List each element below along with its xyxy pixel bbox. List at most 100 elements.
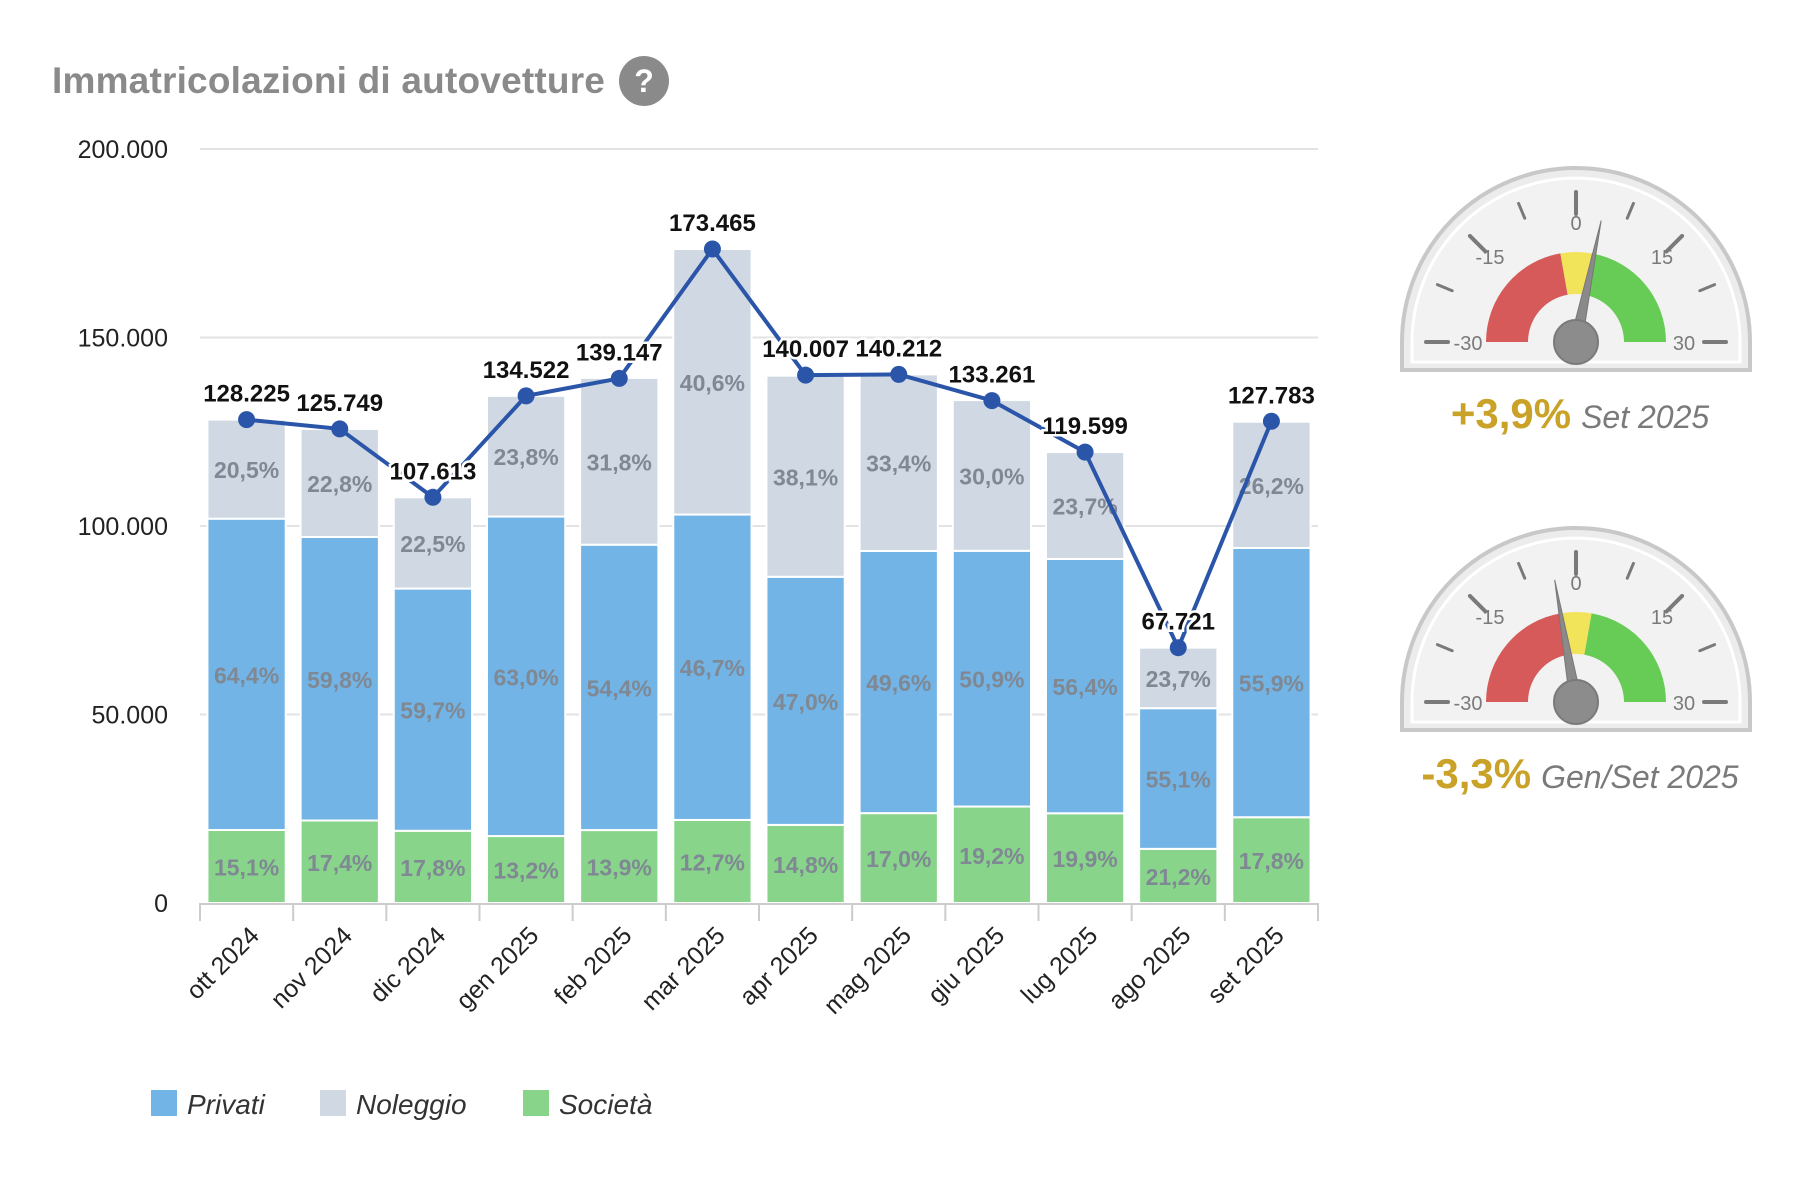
legend-swatch — [523, 1090, 549, 1116]
bar-segment-noleggio — [392, 496, 474, 590]
gauge-tick — [1517, 561, 1527, 580]
chart-title-area: Immatricolazioni di autovetture ? — [52, 56, 670, 106]
segment-label: 38,1% — [773, 464, 838, 490]
gauge-ytd: -30 -15 0 15 30 -3,3% Gen/Set 2025 — [1380, 520, 1780, 797]
segment-label: 40,6% — [680, 370, 745, 396]
segment-label: 13,9% — [587, 855, 652, 881]
bar-segment-societ — [858, 812, 939, 904]
total-point — [1169, 639, 1187, 657]
total-label: 140.007 — [762, 336, 849, 363]
bar-segment-societ — [485, 835, 567, 904]
bar-segment-noleggio — [672, 248, 753, 516]
x-tick-label: ott 2024 — [181, 921, 265, 1005]
legend-swatch — [320, 1090, 346, 1116]
segment-label: 63,0% — [493, 664, 558, 690]
help-icon[interactable]: ? — [619, 56, 670, 106]
gauge-hub — [1553, 319, 1599, 365]
segment-label: 20,5% — [214, 457, 279, 483]
segment-label: 17,0% — [866, 846, 931, 872]
legend-label: Privati — [187, 1089, 266, 1120]
bar-segment-privati — [299, 536, 380, 822]
y-tick-label: 100.000 — [78, 513, 168, 541]
gauge-dial: -30 -15 0 15 30 — [1400, 526, 1752, 732]
segment-label: 31,8% — [587, 449, 652, 475]
gauge-caption: -3,3% Gen/Set 2025 — [1380, 750, 1780, 798]
gauge-zone-yellow — [1560, 252, 1592, 295]
segment-label: 33,4% — [866, 451, 931, 477]
total-label: 119.599 — [1042, 413, 1127, 440]
bar-segment-privati — [672, 513, 753, 821]
segment-label: 17,8% — [400, 855, 465, 881]
segment-label: 13,2% — [493, 858, 558, 884]
total-label: 133.261 — [949, 362, 1036, 389]
y-tick-label: 200.000 — [78, 136, 168, 164]
x-tick-label: mag 2025 — [819, 921, 917, 1019]
segment-label: 22,5% — [400, 531, 465, 557]
gauge-period: Set 2025 — [1581, 399, 1710, 435]
gauge-tick — [1467, 233, 1488, 254]
gauge-tick — [1625, 201, 1635, 220]
bar-segment-noleggio — [206, 418, 287, 520]
gauge-hub — [1553, 679, 1599, 725]
gauge-tick-label: -30 — [1454, 693, 1483, 715]
total-label: 127.783 — [1228, 382, 1315, 409]
bar-segment-privati — [485, 515, 567, 838]
total-point — [610, 369, 628, 387]
gauge-tick — [1435, 283, 1454, 293]
x-tick-label: feb 2025 — [549, 921, 638, 1010]
total-label: 134.522 — [483, 357, 570, 384]
x-tick-label: mar 2025 — [636, 921, 730, 1015]
segment-label: 15,1% — [214, 855, 279, 881]
gauge-tick — [1664, 233, 1685, 254]
segment-label: 56,4% — [1052, 674, 1117, 700]
segment-label: 49,6% — [866, 670, 931, 696]
segment-label: 19,2% — [959, 843, 1024, 869]
gauge-period: Gen/Set 2025 — [1541, 759, 1739, 795]
segment-label: 21,2% — [1146, 864, 1211, 890]
segment-label: 46,7% — [680, 655, 745, 681]
y-tick-label: 0 — [154, 890, 168, 918]
legend-label: Noleggio — [356, 1089, 467, 1120]
total-line — [246, 247, 1274, 650]
gauge-tick — [1698, 283, 1717, 293]
total-point — [797, 366, 815, 384]
gauge-zone-green — [1584, 613, 1666, 702]
gauge-tick-label: 0 — [1570, 213, 1581, 235]
total-label: 67.721 — [1142, 609, 1215, 636]
bar-segment-privati — [765, 575, 846, 826]
gauge-caption: +3,9% Set 2025 — [1380, 390, 1780, 438]
segment-label: 47,0% — [773, 689, 838, 715]
bar-segment-societ — [206, 829, 287, 905]
x-tick-label: dic 2024 — [365, 921, 452, 1008]
bar-segment-privati — [206, 517, 287, 832]
total-label: 173.465 — [669, 210, 756, 237]
bar-segment-privati — [1044, 557, 1126, 815]
gauge-zone-green — [1584, 253, 1666, 342]
gauge-tick-label: -30 — [1454, 333, 1483, 355]
bar-segment-societ — [392, 829, 474, 904]
total-label: 125.749 — [296, 390, 383, 417]
segment-label: 30,0% — [959, 463, 1024, 489]
gauge-tick — [1664, 593, 1685, 614]
gauge-tick — [1625, 561, 1635, 580]
total-point — [703, 240, 721, 258]
bar-segment-privati — [579, 543, 660, 832]
gauge-tick-label: -15 — [1476, 247, 1505, 269]
segment-label: 22,8% — [307, 471, 372, 497]
stacked-bar-chart: 0 50.000 100.000 150.000 200.000 15,1% 64,4% 20… — [78, 136, 1319, 1120]
total-point — [1076, 443, 1094, 461]
segment-label: 64,4% — [214, 662, 279, 688]
y-tick-label: 50.000 — [92, 702, 168, 730]
segment-label: 59,7% — [400, 698, 465, 724]
legend-label: Società — [559, 1089, 652, 1120]
segment-label: 55,9% — [1239, 671, 1304, 697]
gauge-tick-label: 15 — [1651, 607, 1673, 629]
total-point — [890, 365, 908, 383]
gauge-tick — [1467, 593, 1488, 614]
x-tick-label: giu 2025 — [923, 921, 1011, 1009]
total-label: 139.147 — [576, 339, 663, 366]
segment-label: 12,7% — [680, 849, 745, 875]
segment-label: 17,4% — [307, 850, 372, 876]
x-tick-label: set 2025 — [1202, 921, 1290, 1009]
page-title: Immatricolazioni di autovetture — [52, 60, 606, 101]
